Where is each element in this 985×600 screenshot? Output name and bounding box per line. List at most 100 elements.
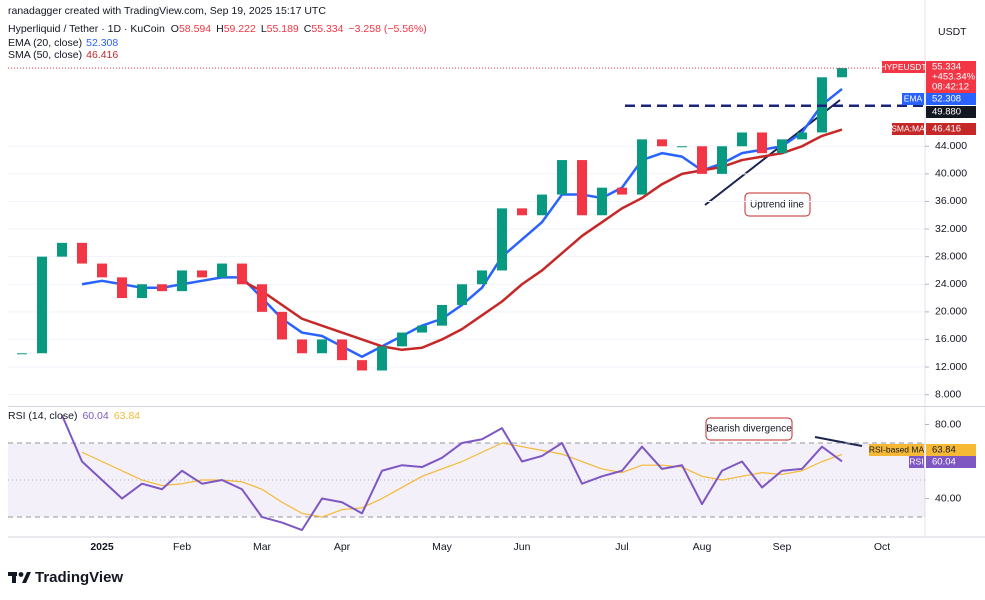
ohlc-value: 58.594 bbox=[179, 23, 211, 35]
candle bbox=[677, 146, 687, 148]
y-tick-label: 16.000 bbox=[935, 333, 967, 345]
symbol-tag bbox=[882, 61, 925, 73]
x-tick-label: 2025 bbox=[90, 541, 114, 553]
annotation-box bbox=[705, 417, 793, 441]
y-tick-label: 24.000 bbox=[935, 278, 967, 290]
indicator-tag bbox=[902, 93, 924, 105]
price-tag-value: 55.334 bbox=[932, 62, 961, 73]
annotation-box bbox=[744, 192, 811, 217]
credit: ranadagger created with TradingView.com,… bbox=[8, 5, 326, 17]
y-tick-label: 44.000 bbox=[935, 140, 967, 152]
ohlc-label: C bbox=[304, 23, 312, 35]
indicator-legend: SMA (50, close) 46.416 bbox=[8, 49, 118, 61]
candle bbox=[537, 194, 547, 216]
y-tick-label: 80.00 bbox=[935, 418, 961, 430]
currency-label: USDT bbox=[938, 26, 967, 38]
indicator-legend-value: 46.416 bbox=[86, 49, 118, 61]
candle bbox=[277, 311, 287, 340]
change: −3.258 (−5.56%) bbox=[349, 23, 427, 35]
x-tick-label: Oct bbox=[874, 541, 890, 553]
annotation: Uptrend line bbox=[750, 200, 804, 211]
symbol-line: Hyperliquid / Tether · 1D · KuCoin O58.59… bbox=[8, 23, 427, 35]
y-tick-label: 8.000 bbox=[935, 388, 961, 400]
rsi-legend: RSI (14, close) 60.04 63.84 bbox=[8, 410, 140, 422]
candle bbox=[717, 146, 727, 174]
ohlc-label: L bbox=[261, 23, 267, 35]
y-tick-label: 40.00 bbox=[935, 492, 961, 504]
indicator-value: 46.416 bbox=[932, 124, 961, 135]
candle bbox=[397, 332, 407, 347]
rsi-tag-text: RSI bbox=[909, 456, 923, 466]
rsi-band bbox=[8, 442, 925, 518]
rsi-value-tag bbox=[926, 456, 976, 468]
ohlc-label: O bbox=[171, 23, 179, 35]
x-tick-label: Jun bbox=[514, 541, 531, 553]
candle bbox=[777, 139, 787, 154]
indicator-legend: EMA (20, close) 52.308 bbox=[8, 37, 118, 49]
indicator-value-tag bbox=[926, 93, 976, 105]
brand: TradingView bbox=[35, 569, 123, 586]
candle bbox=[477, 270, 487, 285]
candle bbox=[137, 284, 147, 299]
candle bbox=[337, 339, 347, 361]
candle bbox=[657, 139, 667, 147]
candle bbox=[577, 160, 587, 216]
price-tag bbox=[926, 61, 976, 93]
rsi-legend-value: 63.84 bbox=[114, 410, 140, 422]
candle bbox=[637, 139, 647, 195]
candle bbox=[177, 270, 187, 292]
candle bbox=[417, 325, 427, 333]
candle bbox=[157, 284, 167, 292]
indicator-value-tag bbox=[926, 123, 976, 135]
candle bbox=[117, 277, 127, 299]
candle bbox=[797, 132, 807, 140]
candle bbox=[257, 284, 267, 312]
x-tick-label: Feb bbox=[173, 541, 191, 553]
candle bbox=[737, 132, 747, 147]
candle bbox=[597, 187, 607, 216]
symbol: Hyperliquid / Tether · 1D · KuCoin bbox=[8, 23, 165, 35]
candle bbox=[517, 208, 527, 216]
candle bbox=[837, 68, 847, 78]
x-tick-label: Apr bbox=[334, 541, 351, 553]
brand-logo bbox=[8, 572, 31, 583]
candle bbox=[437, 304, 447, 326]
rsi-legend-value: 60.04 bbox=[82, 410, 108, 422]
rsi-value: 60.04 bbox=[932, 457, 956, 468]
rsi-value: 63.84 bbox=[932, 445, 956, 456]
y-tick-label: 40.000 bbox=[935, 168, 967, 180]
rsi-title: RSI (14, close) bbox=[8, 410, 77, 422]
ohlc-label: H bbox=[216, 23, 224, 35]
candle bbox=[457, 284, 467, 305]
ohlc-value: 55.189 bbox=[267, 23, 299, 35]
candle bbox=[697, 146, 707, 174]
x-tick-label: May bbox=[432, 541, 453, 553]
indicator-tag-text: EMA bbox=[904, 93, 923, 103]
candle bbox=[357, 360, 367, 371]
candle bbox=[97, 263, 107, 278]
candle bbox=[617, 187, 627, 195]
price-tag-change: +453.34% bbox=[932, 72, 976, 83]
y-tick-label: 20.000 bbox=[935, 306, 967, 318]
rsi-value-tag bbox=[926, 444, 976, 456]
rsi-tag bbox=[909, 456, 924, 468]
y-tick-label: 28.000 bbox=[935, 250, 967, 262]
candle bbox=[377, 346, 387, 371]
candle bbox=[557, 160, 567, 195]
price-tag-countdown: 08:42:12 bbox=[932, 82, 969, 93]
x-tick-label: Sep bbox=[773, 541, 792, 553]
divergence-line bbox=[814, 436, 863, 447]
indicator-legend-name: SMA (50, close) bbox=[8, 49, 82, 61]
indicator-legend-name: EMA (20, close) bbox=[8, 37, 82, 49]
indicator-legend-value: 52.308 bbox=[86, 37, 118, 49]
rsi-tag bbox=[869, 444, 924, 456]
x-tick-label: Jul bbox=[615, 541, 628, 553]
y-tick-label: 12.000 bbox=[935, 361, 967, 373]
rsi-tag-text: RSI-based MA bbox=[869, 444, 925, 454]
symbol-tag-text: HYPEUSDT bbox=[880, 62, 926, 72]
candle bbox=[197, 270, 207, 278]
rsi-line bbox=[81, 442, 843, 518]
candle bbox=[77, 242, 87, 264]
annotation: Bearish divergence bbox=[706, 424, 792, 435]
